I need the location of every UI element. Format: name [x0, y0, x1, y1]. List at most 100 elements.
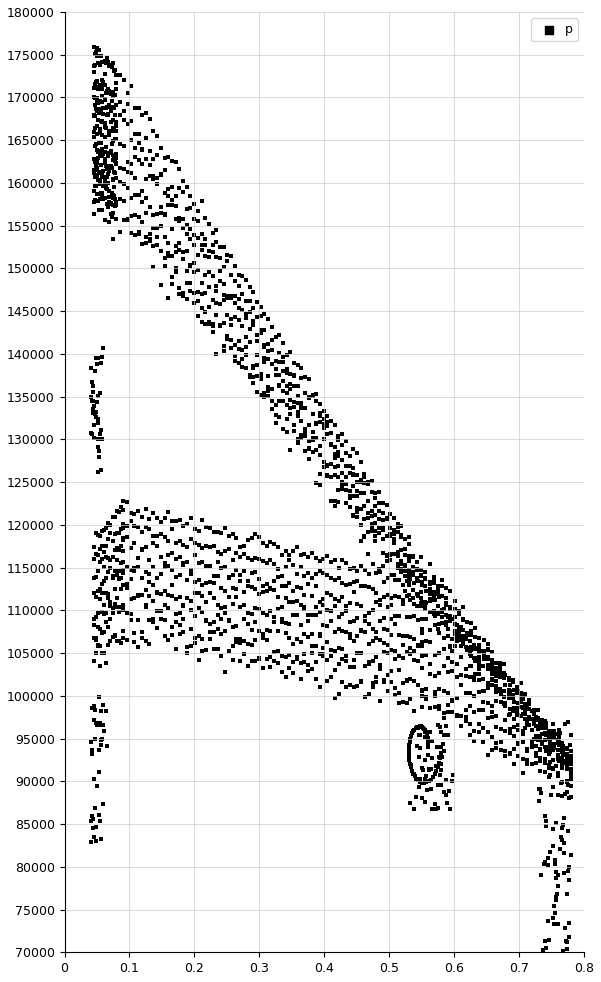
Point	[552, 892, 561, 907]
Point	[545, 844, 555, 859]
Point	[562, 761, 572, 777]
Point	[273, 601, 283, 617]
Point	[334, 445, 343, 461]
Point	[174, 280, 184, 296]
Point	[522, 714, 532, 730]
Point	[383, 645, 392, 661]
Point	[205, 631, 215, 647]
Point	[311, 638, 321, 654]
Point	[118, 519, 128, 535]
Point	[228, 637, 237, 653]
Point	[406, 592, 415, 608]
Point	[201, 538, 211, 554]
Point	[437, 588, 447, 604]
Point	[193, 308, 203, 324]
Point	[122, 518, 132, 534]
Point	[378, 519, 388, 535]
Point	[94, 42, 103, 58]
Point	[278, 349, 288, 364]
Point	[389, 522, 398, 538]
Point	[402, 673, 412, 688]
Point	[319, 455, 329, 470]
Point	[89, 39, 99, 55]
Point	[93, 716, 102, 732]
Point	[122, 580, 132, 596]
Point	[112, 197, 121, 213]
Point	[230, 274, 240, 290]
Point	[114, 572, 124, 587]
Point	[311, 394, 321, 409]
Point	[141, 131, 151, 146]
Point	[134, 127, 144, 142]
Point	[111, 152, 120, 168]
Point	[334, 449, 343, 464]
Point	[138, 215, 147, 231]
Point	[289, 378, 299, 394]
Point	[100, 53, 109, 69]
Point	[338, 589, 347, 605]
Point	[435, 617, 444, 632]
Point	[227, 311, 236, 327]
Point	[495, 665, 505, 681]
Point	[193, 203, 203, 219]
Point	[448, 654, 457, 670]
Point	[252, 333, 262, 349]
Point	[137, 541, 147, 557]
Point	[275, 327, 284, 343]
Point	[90, 97, 100, 113]
Point	[103, 107, 113, 123]
Point	[531, 709, 541, 725]
Point	[97, 54, 107, 70]
Point	[435, 750, 445, 766]
Point	[105, 97, 114, 113]
Point	[382, 547, 391, 563]
Point	[522, 717, 532, 733]
Point	[391, 608, 400, 624]
Point	[102, 170, 112, 186]
Point	[241, 306, 251, 322]
Point	[492, 708, 501, 724]
Point	[118, 566, 128, 581]
Point	[509, 711, 519, 727]
Point	[359, 512, 369, 527]
Point	[326, 493, 336, 509]
Point	[566, 748, 576, 764]
Point	[102, 99, 112, 115]
Point	[91, 834, 101, 849]
Point	[526, 756, 536, 772]
Point	[371, 669, 381, 684]
Point	[90, 90, 100, 106]
Point	[97, 188, 107, 203]
Point	[95, 581, 105, 597]
Point	[319, 431, 329, 447]
Point	[364, 579, 374, 595]
Point	[95, 813, 105, 829]
Point	[98, 697, 108, 713]
Point	[118, 532, 128, 548]
Point	[156, 139, 166, 155]
Point	[560, 787, 570, 802]
Point	[224, 612, 234, 627]
Point	[367, 508, 377, 523]
Point	[105, 158, 114, 174]
Point	[520, 706, 530, 722]
Point	[109, 100, 119, 116]
Point	[183, 539, 192, 555]
Point	[405, 735, 415, 750]
Point	[93, 526, 103, 542]
Point	[417, 687, 427, 703]
Point	[110, 580, 120, 596]
Point	[413, 677, 423, 692]
Point	[133, 519, 143, 535]
Point	[115, 67, 125, 82]
Point	[258, 535, 267, 551]
Point	[492, 669, 501, 684]
Point	[308, 387, 317, 403]
Point	[198, 631, 207, 647]
Point	[441, 579, 451, 595]
Point	[412, 561, 422, 576]
Point	[345, 465, 355, 481]
Point	[284, 617, 294, 632]
Point	[89, 539, 99, 555]
Point	[360, 624, 370, 639]
